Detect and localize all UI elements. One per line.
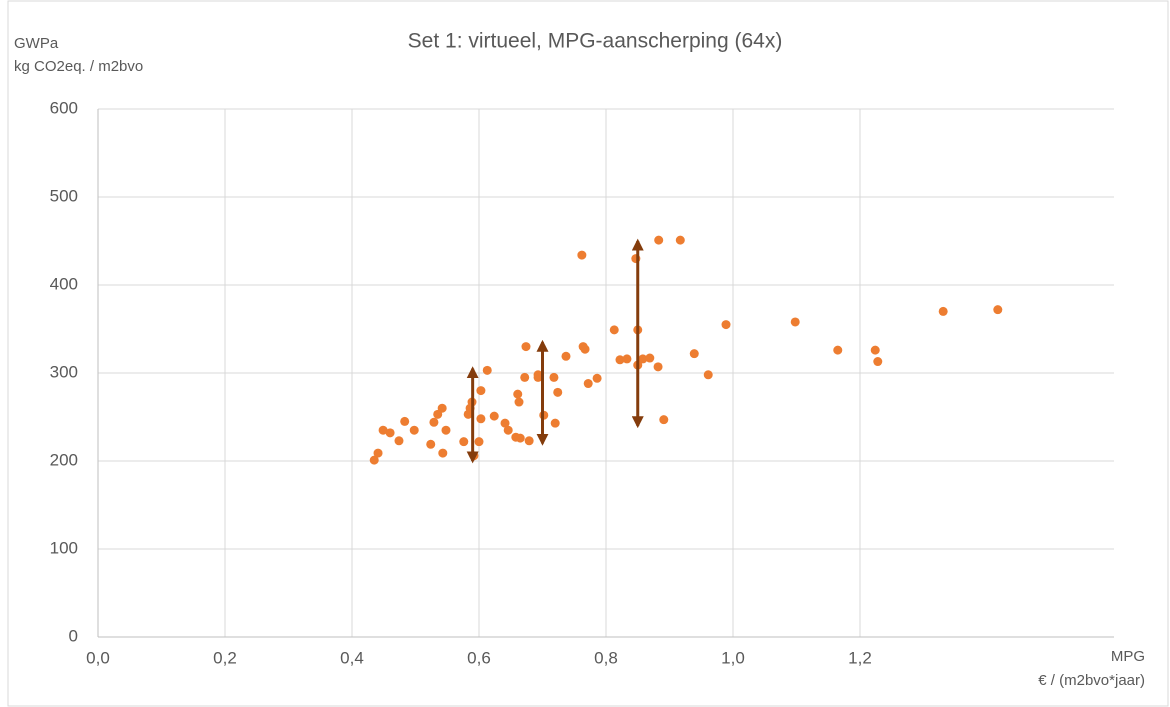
point	[622, 354, 632, 364]
x-tick-label: 0,8	[594, 648, 618, 667]
point	[385, 428, 395, 438]
point	[659, 415, 669, 425]
chart-title: Set 1: virtueel, MPG-aanscherping (64x)	[408, 30, 783, 53]
y-tick-label: 400	[50, 274, 78, 293]
point	[993, 305, 1003, 315]
point	[675, 235, 685, 245]
point	[441, 425, 451, 435]
y-tick-label: 600	[50, 98, 78, 117]
point	[400, 416, 410, 426]
point	[515, 433, 525, 443]
point	[520, 372, 530, 382]
point	[873, 357, 883, 367]
point	[459, 437, 469, 447]
chart-frame	[7, 0, 1169, 707]
point	[703, 370, 713, 380]
point	[580, 344, 590, 354]
point	[438, 448, 448, 458]
point	[645, 353, 655, 363]
x-tick-label: 1,2	[848, 648, 872, 667]
y-tick-label: 100	[50, 538, 78, 557]
point	[524, 436, 534, 446]
point	[653, 362, 663, 372]
point	[615, 355, 625, 365]
point	[429, 417, 439, 427]
point	[654, 235, 664, 245]
point	[938, 306, 948, 316]
point	[521, 342, 531, 352]
x-tick-label: 1,0	[721, 648, 745, 667]
point	[721, 320, 731, 330]
x-tick-label: 0,6	[467, 648, 491, 667]
y-axis-label: GWPa	[14, 35, 59, 52]
point	[500, 418, 510, 428]
point	[409, 425, 419, 435]
point	[833, 345, 843, 355]
y-tick-label: 500	[50, 186, 78, 205]
x-tick-label: 0,4	[340, 648, 364, 667]
point	[503, 425, 513, 435]
point	[577, 250, 587, 260]
point	[426, 439, 436, 449]
point	[790, 317, 800, 327]
point	[437, 403, 447, 413]
point	[482, 365, 492, 375]
point	[609, 325, 619, 335]
point	[474, 437, 484, 447]
y-tick-label: 300	[50, 362, 78, 381]
x-tick-label: 0,0	[86, 648, 110, 667]
point	[378, 425, 388, 435]
point	[514, 397, 524, 407]
point	[394, 436, 404, 446]
point	[476, 386, 486, 396]
point	[476, 414, 486, 424]
point	[489, 411, 499, 421]
y-tick-label: 200	[50, 450, 78, 469]
point	[870, 345, 880, 355]
x-axis-label: € / (m2bvo*jaar)	[1038, 672, 1145, 689]
point	[513, 389, 523, 399]
y-tick-label: 0	[69, 626, 78, 645]
point	[549, 372, 559, 382]
point	[561, 351, 571, 361]
point	[550, 418, 560, 428]
point	[689, 349, 699, 359]
y-axis-label: kg CO2eq. / m2bvo	[14, 58, 143, 75]
x-tick-label: 0,2	[213, 648, 237, 667]
point	[369, 455, 379, 465]
point	[583, 379, 593, 389]
point	[553, 387, 563, 397]
point	[373, 448, 383, 458]
x-axis-label: MPG	[1111, 648, 1145, 665]
point	[592, 373, 602, 383]
